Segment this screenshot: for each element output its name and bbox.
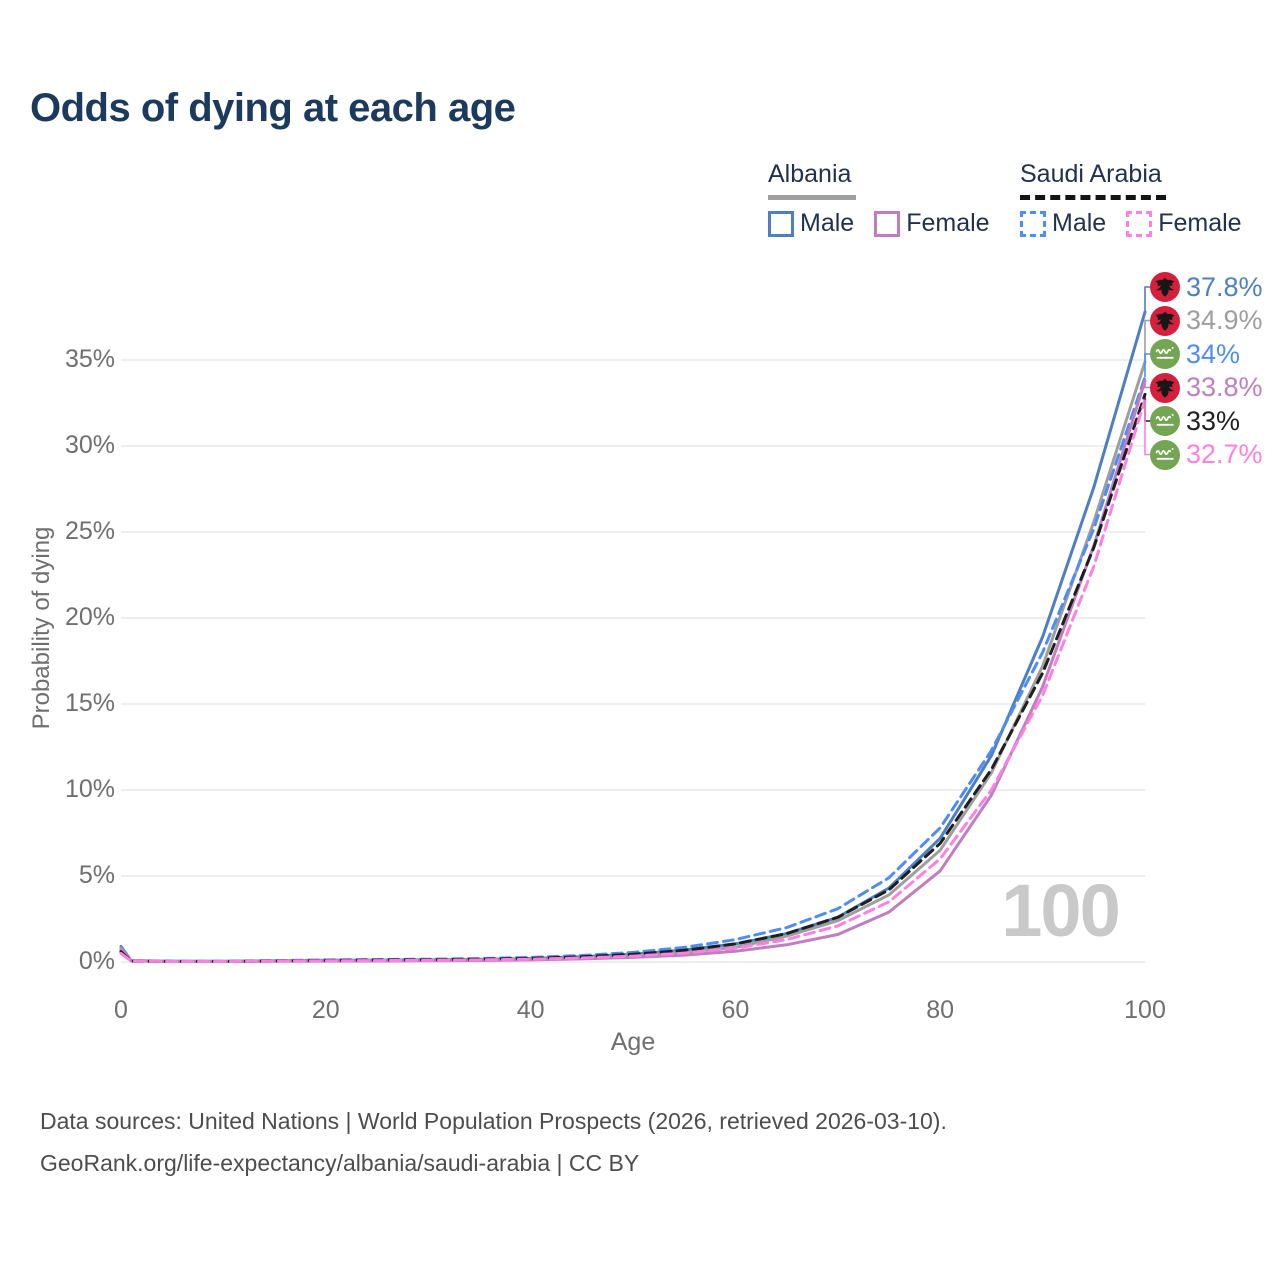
saudi-arabia-flag-icon: [1150, 406, 1180, 436]
x-tick-100: 100: [1124, 996, 1166, 1024]
albania-flag-icon: [1150, 272, 1180, 302]
footer-data-sources: Data sources: United Nations | World Pop…: [40, 1108, 947, 1134]
x-tick-20: 20: [311, 996, 340, 1024]
y-tick-15%: 15%: [64, 689, 115, 717]
plot-area: [119, 286, 1154, 963]
end-label-saudi-arabia-male: 34%: [1150, 339, 1240, 369]
y-tick-5%: 5%: [78, 861, 115, 889]
y-tick-25%: 25%: [64, 517, 115, 546]
y-tick-0%: 0%: [78, 947, 115, 975]
legend-underline-albania: [768, 195, 856, 200]
saudi-arabia-flag-icon: [1150, 339, 1180, 369]
end-label-albania-female: 33.8%: [1150, 372, 1263, 403]
end-label-value-saudi-arabia-female: 32.7%: [1186, 439, 1263, 469]
y-tick-10%: 10%: [64, 775, 115, 803]
y-tick-20%: 20%: [64, 603, 115, 632]
end-label-saudi-arabia-all: 33%: [1150, 406, 1240, 436]
page-title: Odds of dying at each age: [30, 86, 516, 130]
legend-label-albania-female: Female: [906, 209, 990, 237]
end-label-value-saudi-arabia-male: 34%: [1186, 338, 1241, 369]
age-watermark: 100: [1001, 869, 1120, 952]
legend-item-saudi-female[interactable]: Female: [1126, 209, 1242, 238]
x-tick-40: 40: [516, 996, 545, 1024]
legend-underline-saudi-arabia: [1020, 195, 1166, 200]
legend-label-albania-male: Male: [800, 209, 855, 237]
series-line-saudi-arabia-male[interactable]: [119, 375, 1147, 963]
x-tick-60: 60: [721, 996, 750, 1024]
end-label-saudi-arabia-female: 32.7%: [1150, 439, 1263, 470]
end-label-value-albania-female: 33.8%: [1186, 372, 1263, 402]
legend-item-albania-male[interactable]: Male: [768, 209, 854, 238]
legend-header-saudi-arabia: Saudi Arabia: [1020, 160, 1162, 188]
saudi-female-swatch-icon: [1126, 210, 1153, 237]
albania-flag-icon: [1150, 305, 1180, 336]
series-line-albania-male[interactable]: [119, 310, 1147, 963]
albania-male-swatch-icon: [768, 210, 794, 237]
legend-label-saudi-female: Female: [1158, 209, 1242, 237]
y-tick-35%: 35%: [64, 345, 115, 374]
saudi-arabia-flag-icon: [1150, 439, 1180, 470]
legend-header-albania: Albania: [768, 160, 852, 188]
legend-item-saudi-male[interactable]: Male: [1020, 209, 1106, 238]
albania-female-swatch-icon: [874, 210, 901, 237]
end-label-value-albania-all: 34.9%: [1186, 305, 1263, 335]
series-line-saudi-arabia-female[interactable]: [119, 398, 1147, 963]
x-tick-0: 0: [114, 996, 128, 1024]
saudi-male-swatch-icon: [1020, 210, 1046, 237]
series-line-albania-female[interactable]: [119, 379, 1147, 963]
x-tick-80: 80: [926, 996, 955, 1024]
end-label-value-albania-male: 37.8%: [1186, 271, 1263, 302]
legend-label-saudi-male: Male: [1052, 209, 1107, 237]
x-axis-title: Age: [610, 1028, 656, 1056]
y-tick-30%: 30%: [64, 431, 115, 460]
series-line-albania-all[interactable]: [119, 360, 1147, 963]
end-label-albania-all: 34.9%: [1150, 305, 1263, 336]
footer-attribution: GeoRank.org/life-expectancy/albania/saud…: [40, 1150, 640, 1176]
albania-flag-icon: [1150, 372, 1180, 403]
end-label-albania-male: 37.8%: [1150, 272, 1263, 302]
legend-group-saudi-arabia: Saudi Arabia Male Female: [1020, 160, 1242, 238]
legend-item-albania-female[interactable]: Female: [874, 209, 990, 238]
legend-group-albania: Albania Male Female: [768, 160, 990, 238]
end-label-value-saudi-arabia-all: 33%: [1186, 405, 1241, 436]
